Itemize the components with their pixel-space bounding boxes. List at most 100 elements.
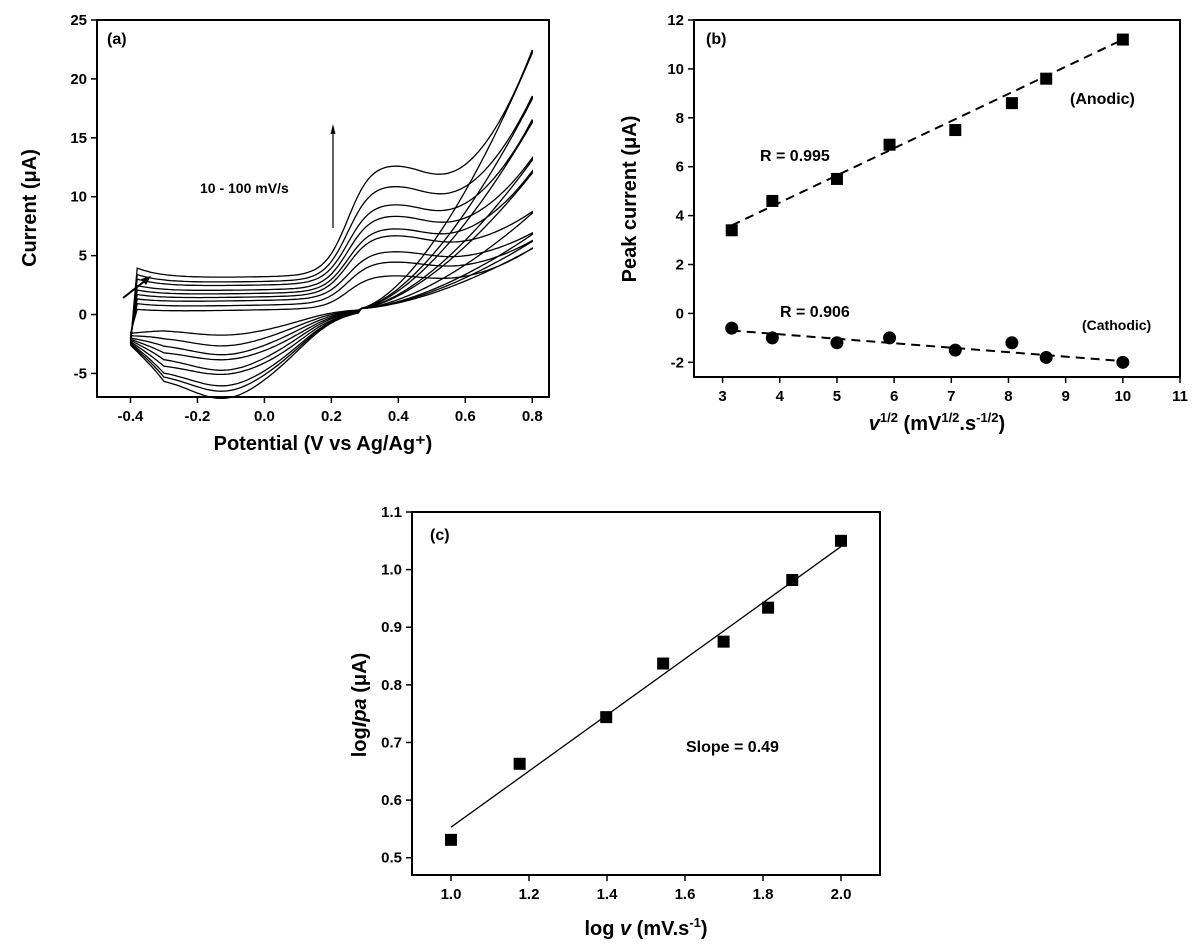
chart-c-point (513, 757, 526, 770)
chart-b-ytick-label: -2 (671, 354, 684, 371)
chart-b-xtick-label: 9 (1061, 388, 1069, 405)
chart-b: 3 4 5 6 7 8 9 10 11 -2 0 2 4 6 8 10 12 (b) (Anodic) (Cat… (619, 12, 1188, 435)
chart-b-frame (693, 19, 1181, 378)
chart-a-ytick-label: -5 (74, 365, 87, 382)
chart-b-cathodic-point (883, 331, 897, 345)
chart-c-ytick-label: 0.5 (381, 850, 402, 867)
chart-b-fit-lines (731, 38, 1124, 363)
chart-b-cathodic-point (1039, 350, 1053, 364)
chart-b-xtick-label: 6 (890, 388, 898, 405)
chart-c-point (835, 534, 847, 547)
chart-b-ytick-label: 2 (676, 257, 684, 274)
chart-b-anodic-point (830, 172, 843, 185)
chart-b-anodic-point (1005, 97, 1018, 110)
chart-a-xtick-label: -0.2 (185, 408, 211, 425)
chart-b-fit-line (731, 38, 1124, 227)
chart-c-point (445, 833, 457, 846)
chart-b-cathodic-point (1116, 355, 1130, 369)
chart-b-anodic-point (766, 194, 779, 207)
chart-c-ytick-label: 1.1 (381, 504, 402, 521)
cv-curve (129, 155, 533, 376)
cv-curve (129, 239, 533, 347)
chart-c: 1.0 1.2 1.4 1.6 1.8 2.00.50.60.70.80.91.01.1 … (349, 504, 881, 940)
chart-b-ytick-label: 12 (667, 12, 684, 29)
chart-c-ytick-label: 0.9 (381, 619, 402, 636)
chart-a-xtick-label: 0.2 (321, 408, 342, 425)
chart-c-ytick-label: 0.8 (381, 677, 402, 694)
chart-b-ytick-label: 0 (676, 305, 684, 322)
chart-b-xtick-label: 11 (1172, 388, 1188, 405)
chart-b-anodic-point (1116, 33, 1129, 46)
chart-b-xtick-label: 8 (1004, 388, 1012, 405)
chart-a-xtick-label: -0.4 (118, 408, 145, 425)
chart-c-xtick-label: 1.4 (597, 886, 619, 903)
cv-curve (129, 169, 533, 371)
chart-b-ytick-label: 4 (676, 208, 685, 225)
chart-c-xtick-label: 2.0 (831, 886, 852, 903)
chart-b-xtick-label: 3 (718, 388, 726, 405)
chart-a-ytick-label: 10 (70, 189, 87, 206)
chart-c-xtick-label: 1.2 (519, 886, 540, 903)
chart-a-xtick-label: 0.4 (388, 408, 410, 425)
chart-c-point (717, 635, 730, 648)
chart-b-xlabel: v1/2 (mV1/2.s-1/2) (869, 410, 1005, 435)
chart-c-points (445, 534, 847, 846)
chart-b-cathodic-point (765, 331, 779, 345)
chart-b-ylabel: Peak current (μA) (619, 116, 641, 283)
chart-a-direction-arrowhead (141, 276, 151, 285)
chart-b-points (725, 33, 1130, 369)
chart-b-cathodic-point (1005, 336, 1019, 350)
cv-curve (129, 49, 533, 400)
chart-b-cathodic-point (725, 321, 739, 335)
chart-a-panel-label: (a) (107, 31, 127, 48)
chart-b-anodic-label: (Anodic) (1070, 91, 1135, 108)
chart-a-ytick-label: 0 (79, 307, 87, 324)
chart-a-ylabel: Current (μA) (19, 149, 41, 267)
chart-b-xtick-label: 10 (1114, 388, 1131, 405)
chart-a-xtick-label: 0.0 (254, 408, 275, 425)
chart-a-ytick-label: 25 (70, 12, 87, 29)
chart-a-xtick-label: 0.6 (455, 408, 476, 425)
chart-b-anodic-point (883, 138, 896, 151)
chart-a-ticks: -0.4 -0.2 0.0 0.2 0.4 0.6 0.8 -5 0 5 10 15 20 25 (70, 12, 542, 425)
chart-b-anodic-point (725, 224, 738, 237)
chart-b-anodic-point (949, 124, 962, 137)
chart-b-ytick-label: 6 (676, 159, 684, 176)
chart-b-xtick-label: 7 (947, 388, 955, 405)
chart-a-ytick-label: 20 (70, 71, 87, 88)
chart-c-ytick-label: 0.7 (381, 734, 402, 751)
chart-a-frame (96, 19, 550, 398)
chart-a-ytick-label: 5 (79, 248, 87, 265)
cv-curve (129, 119, 533, 387)
chart-c-ytick-label: 1.0 (381, 562, 402, 579)
chart-c-point (600, 711, 613, 724)
chart-c-xlabel: log v (mV.s-1) (584, 915, 707, 940)
chart-b-anodic-r: R = 0.995 (760, 148, 830, 165)
chart-b-cathodic-label: (Cathodic) (1082, 317, 1151, 333)
chart-c-xtick-label: 1.0 (441, 886, 462, 903)
chart-b-cathodic-r: R = 0.906 (780, 304, 850, 321)
chart-c-fit-line (450, 546, 842, 828)
chart-c-fit-line (450, 546, 842, 828)
chart-b-ticks: 3 4 5 6 7 8 9 10 11 -2 0 2 4 6 8 10 12 (667, 12, 1188, 405)
chart-c-ytick-label: 0.6 (381, 792, 402, 809)
chart-a-annotation: 10 - 100 mV/s (200, 180, 289, 196)
chart-c-point (786, 573, 799, 586)
chart-c-panel-label: (c) (430, 527, 450, 544)
cv-curve (129, 95, 533, 392)
chart-b-ytick-label: 10 (667, 61, 684, 78)
chart-c-ylabel: logIpa (μA) (349, 653, 371, 757)
chart-b-anodic-point (1040, 72, 1053, 85)
chart-b-xtick-label: 5 (833, 388, 841, 405)
chart-a-scan-arrowhead (330, 124, 336, 134)
chart-c-point (657, 657, 670, 670)
chart-a-ytick-label: 15 (70, 130, 87, 147)
chart-c-xtick-label: 1.8 (753, 886, 774, 903)
chart-b-panel-label: (b) (706, 31, 726, 48)
chart-a-curves (129, 49, 533, 400)
chart-c-ticks: 1.0 1.2 1.4 1.6 1.8 2.0 0.5 0.6 0.7 0.8 0.9 1.0 1.1 (381, 504, 851, 903)
chart-c-xtick-label: 1.6 (675, 886, 696, 903)
chart-c-annotation: Slope = 0.49 (686, 739, 779, 756)
